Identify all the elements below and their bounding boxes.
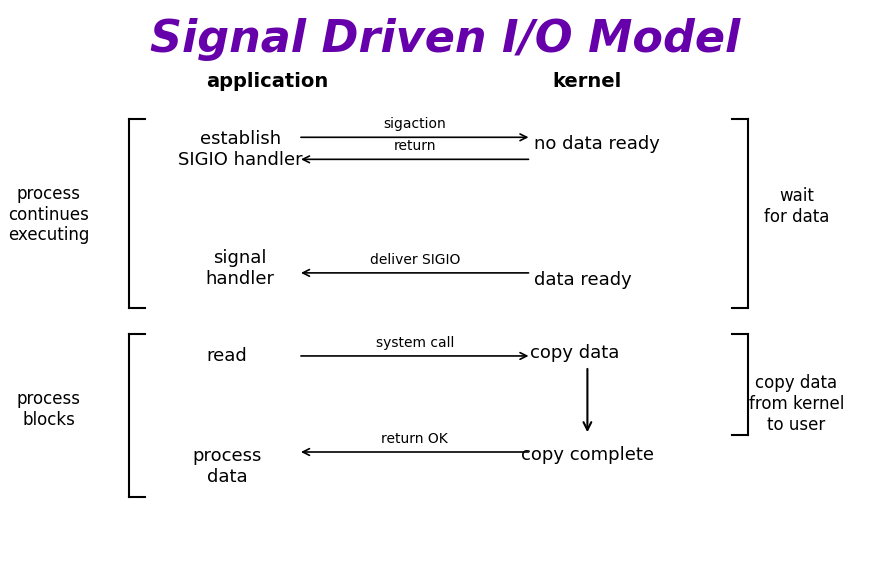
Text: data ready: data ready: [534, 271, 632, 289]
Text: signal
handler: signal handler: [206, 249, 275, 288]
Text: process
blocks: process blocks: [17, 390, 81, 429]
Text: return: return: [393, 139, 436, 153]
Text: Signal Driven I/O Model: Signal Driven I/O Model: [150, 18, 740, 61]
Text: deliver SIGIO: deliver SIGIO: [369, 253, 460, 267]
Text: sigaction: sigaction: [384, 117, 446, 131]
Text: copy data: copy data: [530, 344, 619, 362]
Text: return OK: return OK: [382, 432, 449, 446]
Text: kernel: kernel: [553, 72, 622, 92]
Text: application: application: [206, 72, 328, 92]
Text: copy data
from kernel
to user: copy data from kernel to user: [748, 374, 845, 434]
Text: process
data: process data: [192, 447, 262, 485]
Text: establish
SIGIO handler: establish SIGIO handler: [178, 131, 303, 169]
Text: process
continues
executing: process continues executing: [8, 185, 90, 245]
Text: system call: system call: [376, 336, 454, 350]
Text: no data ready: no data ready: [534, 135, 659, 153]
Text: wait
for data: wait for data: [764, 187, 829, 225]
Text: read: read: [206, 347, 247, 365]
Text: copy complete: copy complete: [521, 446, 653, 464]
